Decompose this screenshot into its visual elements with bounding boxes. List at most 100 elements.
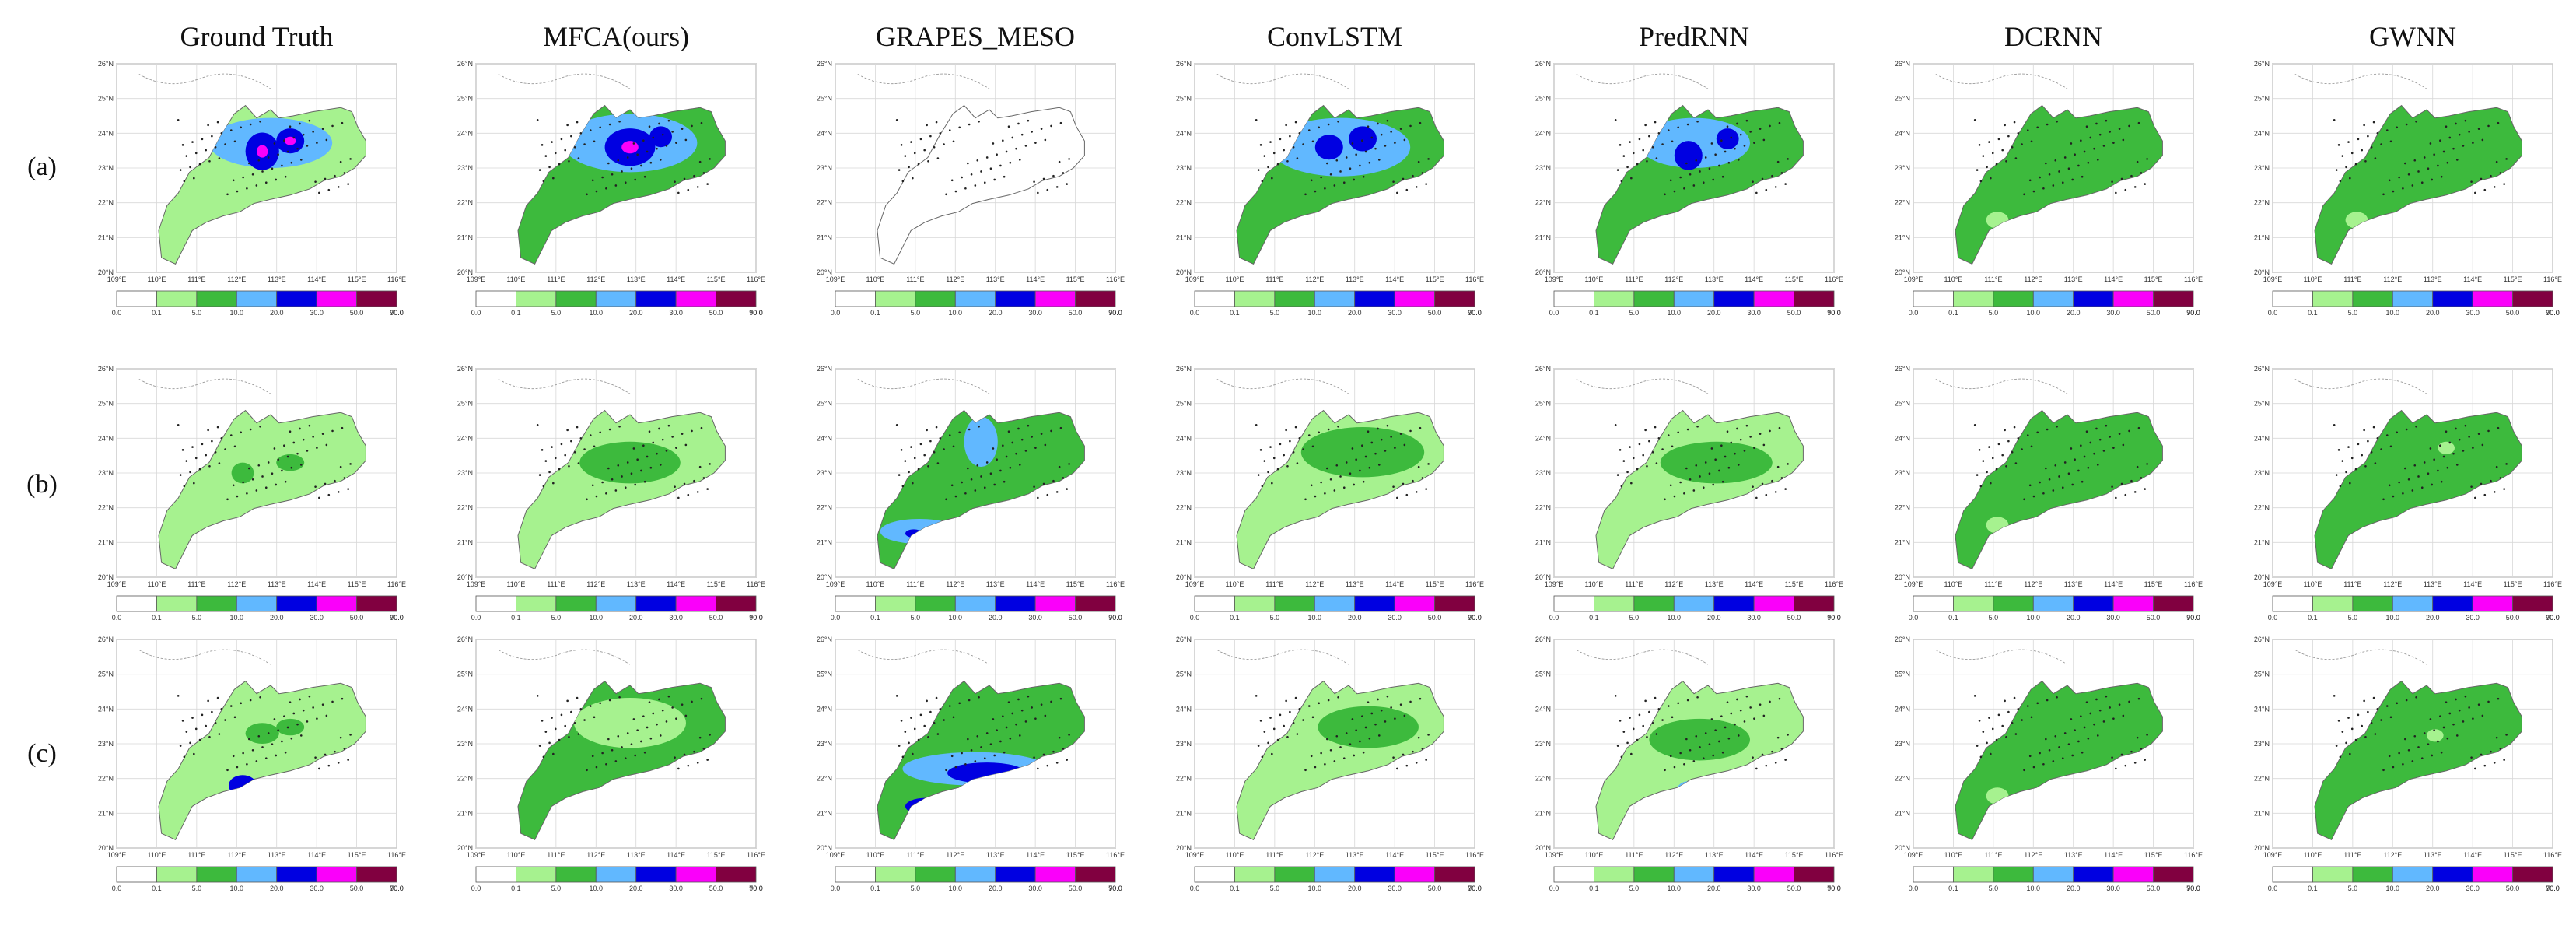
lon-tick-label: 109°E: [467, 580, 486, 588]
colorbar-tick-label: 70.0: [1108, 885, 1122, 892]
lat-tick-label: 22°N: [457, 504, 473, 512]
lon-tick-label: 115°E: [1066, 851, 1085, 859]
colorbar-tick-label: 5.0: [911, 614, 921, 622]
lon-tick-label: 111°E: [1984, 580, 2002, 588]
lat-tick-label: 20°N: [457, 268, 473, 276]
colorbar-segment: [635, 290, 677, 307]
colorbar-tick-label: 0.1: [1589, 885, 1599, 892]
lat-tick-label: 26°N: [1895, 60, 1910, 68]
colorbar-tick-label: 5.0: [911, 309, 921, 317]
lon-tick-label: 113°E: [627, 275, 646, 283]
lat-tick-label: 26°N: [1176, 365, 1192, 373]
lon-tick-label: 112°E: [2024, 580, 2042, 588]
lon-tick-label: 110°E: [1225, 580, 1244, 588]
lat-tick-label: 21°N: [1535, 233, 1551, 241]
colorbar-segment: [1633, 290, 1675, 307]
colorbar-segment: [1913, 595, 1954, 612]
colorbar-tick-label: 5.0: [551, 309, 562, 317]
lon-tick-label: 113°E: [1705, 851, 1724, 859]
colorbar-tick-label: 30.0: [1028, 885, 1042, 892]
lon-tick-label: 114°E: [1745, 580, 1763, 588]
column-title-ground-truth: Ground Truth: [180, 21, 334, 52]
lon-tick-label: 116°E: [387, 851, 406, 859]
precip-contours: [208, 117, 333, 170]
colorbar-tick-label: 30.0: [2106, 614, 2120, 622]
colorbar-tick-label: 0.0: [471, 885, 481, 892]
lon-tick-label: 111°E: [2343, 851, 2361, 859]
lat-tick-label: 25°N: [98, 671, 114, 678]
map-panel: 20°N 21°N 22°N 23°N 24°N 25°N 26°N 109°E 110°E 11…: [98, 636, 406, 892]
lat-tick-label: 22°N: [1535, 504, 1551, 512]
lon-tick-label: 109°E: [1545, 580, 1564, 588]
map-panel: 20°N 21°N 22°N 23°N 24°N 25°N 26°N 109°E 110°E 11…: [2254, 636, 2562, 892]
lon-tick-label: 112°E: [1305, 580, 1324, 588]
column-title-mfca: MFCA(ours): [542, 21, 689, 52]
colorbar-segment: [2112, 595, 2154, 612]
lat-tick-label: 26°N: [1535, 636, 1551, 643]
lat-tick-label: 21°N: [2254, 538, 2270, 546]
map-panel: 20°N 21°N 22°N 23°N 24°N 25°N 26°N 109°E 110°E 11…: [98, 365, 406, 622]
colorbar-tick-label: 20.0: [989, 309, 1003, 317]
lon-tick-label: 112°E: [1664, 275, 1683, 283]
colorbar-segment: [1354, 290, 1395, 307]
colorbar-segment: [915, 595, 956, 612]
lat-tick-label: 20°N: [1176, 268, 1192, 276]
lon-tick-label: 110°E: [1944, 851, 1962, 859]
lat-tick-label: 21°N: [98, 233, 114, 241]
colorbar-segment: [2153, 290, 2194, 307]
colorbar-tick-label: 5.0: [1989, 309, 1999, 317]
lat-tick-label: 20°N: [2254, 844, 2270, 852]
lat-tick-label: 24°N: [817, 705, 832, 713]
map-panel: 20°N 21°N 22°N 23°N 24°N 25°N 26°N 109°E 110°E 11…: [457, 636, 765, 892]
colorbar-tick-label: 90.0: [1827, 885, 1841, 892]
lon-tick-label: 109°E: [1904, 851, 1923, 859]
colorbar-segment: [1553, 595, 1594, 612]
colorbar-tick-label: 50.0: [1069, 614, 1083, 622]
colorbar-tick-label: 0.1: [1948, 309, 1958, 317]
lon-tick-label: 110°E: [866, 275, 884, 283]
colorbar-tick-label: 70.0: [390, 614, 404, 622]
lat-tick-label: 21°N: [98, 809, 114, 817]
colorbar-tick-label: 50.0: [2506, 614, 2520, 622]
lon-tick-label: 115°E: [707, 851, 726, 859]
lat-tick-label: 21°N: [1176, 233, 1192, 241]
row-label-b: (b): [26, 470, 58, 499]
colorbar-segment: [915, 290, 956, 307]
lon-tick-label: 112°E: [586, 580, 605, 588]
lat-tick-label: 25°N: [1895, 95, 1910, 103]
lon-tick-label: 112°E: [2024, 275, 2042, 283]
colorbar-tick-label: 0.0: [1190, 309, 1200, 317]
lon-tick-label: 114°E: [1026, 580, 1045, 588]
colorbar-segment: [635, 866, 677, 883]
lon-tick-label: 109°E: [107, 580, 127, 588]
lat-tick-label: 23°N: [1176, 164, 1192, 172]
lat-tick-label: 24°N: [1895, 434, 1910, 442]
lat-tick-label: 25°N: [1895, 400, 1910, 408]
colorbar-tick-label: 30.0: [669, 614, 683, 622]
lat-tick-label: 24°N: [2254, 129, 2270, 137]
colorbar-tick-label: 0.0: [112, 885, 122, 892]
lat-tick-label: 24°N: [1176, 434, 1192, 442]
colorbar-segment: [116, 290, 157, 307]
lon-tick-label: 110°E: [506, 580, 525, 588]
map-panel: 20°N 21°N 22°N 23°N 24°N 25°N 26°N 109°E 110°E 11…: [1895, 636, 2203, 892]
lon-tick-label: 109°E: [107, 275, 127, 283]
lon-tick-label: 110°E: [1584, 851, 1603, 859]
lat-tick-label: 22°N: [1895, 199, 1910, 207]
colorbar-tick-label: 30.0: [669, 885, 683, 892]
lon-tick-label: 113°E: [268, 580, 286, 588]
colorbar-tick-label: 0.0: [831, 885, 841, 892]
colorbar-tick-label: 50.0: [1069, 885, 1083, 892]
lon-tick-label: 113°E: [2064, 275, 2083, 283]
colorbar-tick-label: 5.0: [192, 614, 202, 622]
colorbar-segment: [1075, 290, 1116, 307]
lon-tick-label: 115°E: [2504, 275, 2522, 283]
lat-tick-label: 22°N: [2254, 775, 2270, 783]
map-panel: 20°N 21°N 22°N 23°N 24°N 25°N 26°N 109°E 110°E 11…: [2254, 60, 2562, 317]
lat-tick-label: 23°N: [98, 469, 114, 477]
lon-tick-label: 110°E: [147, 275, 166, 283]
lat-tick-label: 25°N: [98, 400, 114, 408]
colorbar-tick-label: 10.0: [230, 885, 244, 892]
colorbar-segment: [2073, 866, 2114, 883]
colorbar-segment: [1794, 290, 1835, 307]
